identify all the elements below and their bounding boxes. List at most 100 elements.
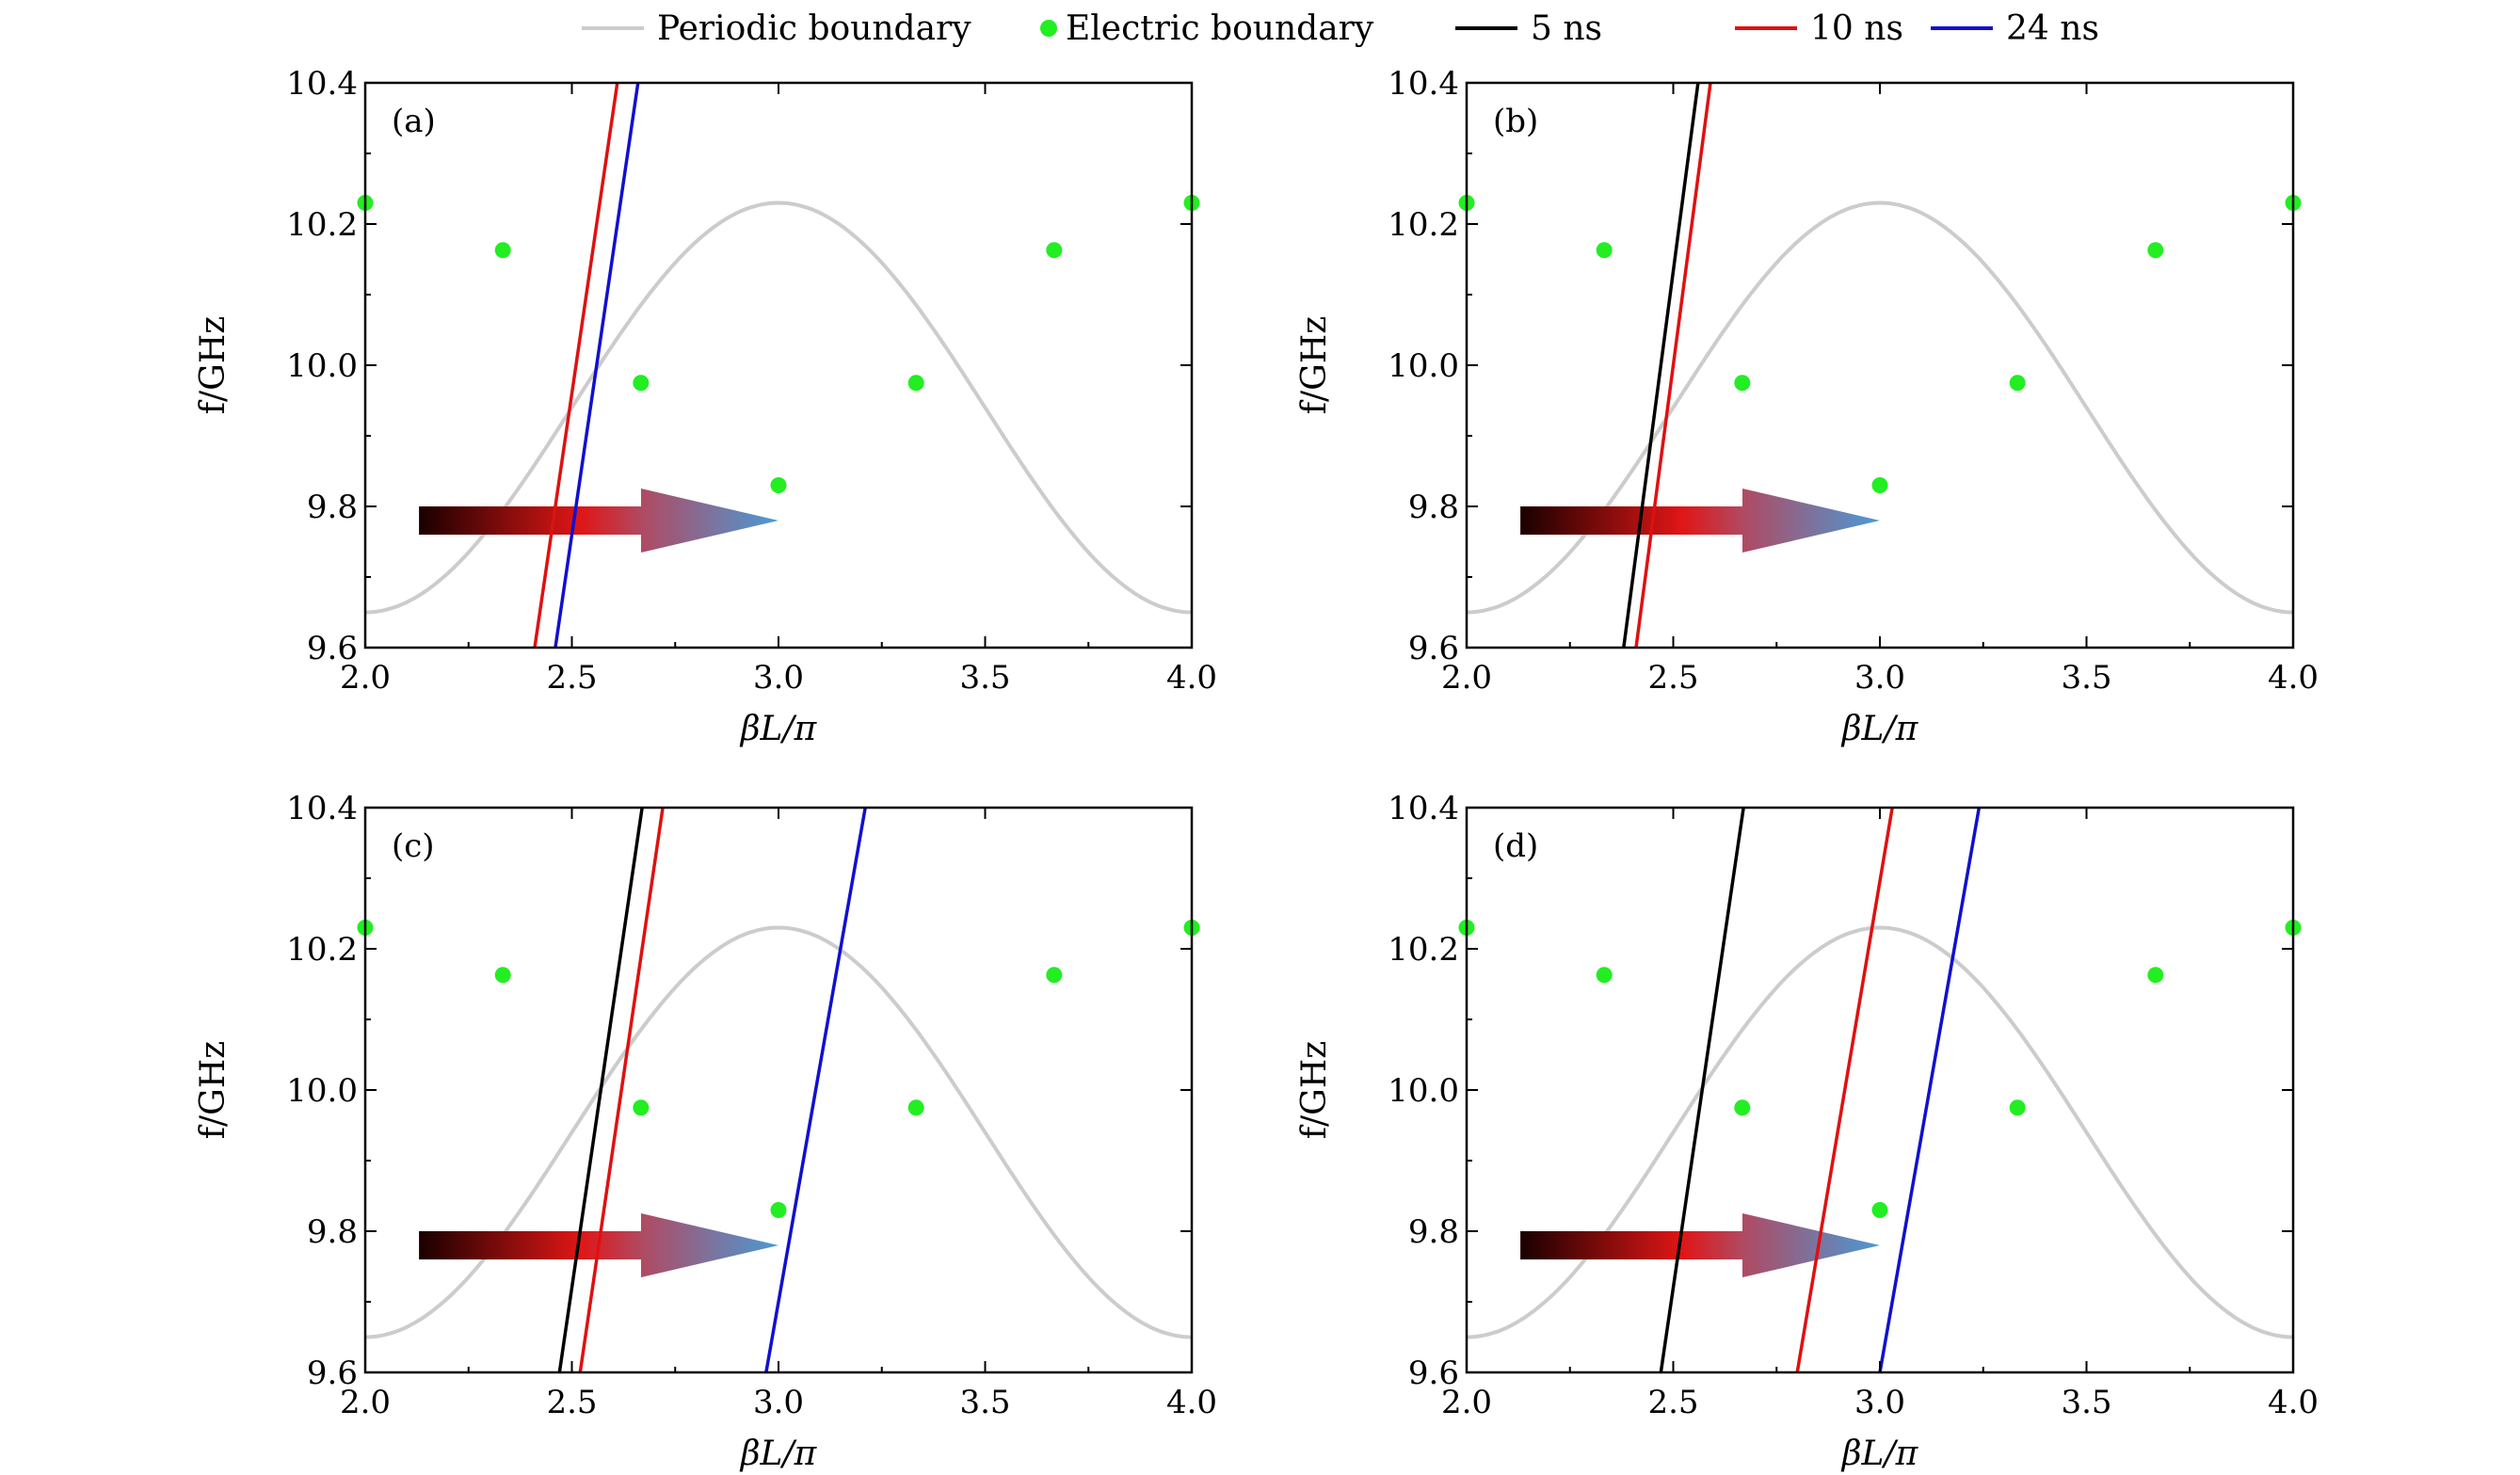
y-tick-label: 9.8 xyxy=(307,489,358,526)
x-tick-label: 2.0 xyxy=(340,1384,391,1421)
x-tick-label: 4.0 xyxy=(1166,1384,1217,1421)
electric-boundary-point xyxy=(1734,375,1751,392)
y-tick-label: 10.4 xyxy=(286,65,358,103)
electric-boundary-point xyxy=(2009,375,2026,392)
series-line-24-ns xyxy=(1878,808,1982,1372)
electric-boundary-point xyxy=(633,375,650,392)
electric-boundary-point xyxy=(1046,242,1063,259)
plot-frame xyxy=(1465,81,2295,649)
plot-frame xyxy=(363,81,1194,649)
series-line-10-ns xyxy=(1634,83,1712,648)
y-tick-label: 10.4 xyxy=(1388,65,1459,103)
x-tick-label: 2.5 xyxy=(546,1384,597,1421)
series-line-24-ns xyxy=(764,808,867,1372)
y-tick-label: 9.6 xyxy=(1408,630,1459,667)
periodic-boundary-curve xyxy=(364,925,1193,1339)
periodic-boundary-curve xyxy=(1466,925,2294,1339)
x-tick-label: 2.5 xyxy=(1647,659,1698,697)
x-tick-label: 3.5 xyxy=(2061,1384,2111,1421)
panel-b: 2.0 2.5 3.0 3.5 4.0 9.6 9.8 10.0 10.2 10.4 βL/π f/G… xyxy=(1295,65,2319,748)
y-axis-title: f/GHz xyxy=(194,1041,233,1140)
x-tick-label: 3.0 xyxy=(1854,659,1905,697)
wave-direction-arrow xyxy=(419,489,778,553)
x-tick-label: 4.0 xyxy=(2268,1384,2319,1421)
x-axis-title: βL/π xyxy=(739,1435,818,1473)
panel-d: 2.0 2.5 3.0 3.5 4.0 9.6 9.8 10.0 10.2 10.4 βL/π f/G… xyxy=(1295,790,2319,1473)
x-tick-label: 3.0 xyxy=(1854,1384,1905,1421)
electric-boundary-point xyxy=(770,1202,787,1218)
y-tick-label: 10.2 xyxy=(1388,206,1459,244)
x-tick-label: 2.0 xyxy=(340,659,391,697)
x-tick-label: 2.5 xyxy=(1647,1384,1698,1421)
legend: Periodic boundary Electric boundary 5 ns 10… xyxy=(582,9,2099,48)
legend-item: Electric boundary xyxy=(1040,9,1374,48)
y-tick-label: 10.0 xyxy=(1388,347,1459,385)
y-tick-label: 10.2 xyxy=(1388,931,1459,969)
y-tick-label: 9.8 xyxy=(307,1213,358,1251)
x-tick-label: 2.0 xyxy=(1441,1384,1492,1421)
y-tick-label: 9.6 xyxy=(1408,1355,1459,1392)
electric-boundary-point xyxy=(1871,477,1888,493)
electric-boundary-point xyxy=(1596,967,1613,984)
x-tick-label: 4.0 xyxy=(2268,659,2319,697)
y-axis-title: f/GHz xyxy=(1295,316,1334,415)
y-tick-label: 10.2 xyxy=(286,206,358,244)
electric-boundary-point xyxy=(1871,1202,1888,1218)
y-tick-label: 10.0 xyxy=(286,1072,358,1110)
x-axis-title: βL/π xyxy=(1840,1435,1919,1473)
legend-label: 10 ns xyxy=(1810,9,1903,48)
x-tick-label: 2.0 xyxy=(1441,659,1492,697)
electric-boundary-point xyxy=(907,1099,924,1116)
legend-marker xyxy=(1040,20,1057,37)
y-tick-label: 10.2 xyxy=(286,931,358,969)
y-tick-label: 9.8 xyxy=(1408,1213,1459,1251)
panel-label: (a) xyxy=(392,103,436,140)
panels: 2.0 2.5 3.0 3.5 4.0 9.6 9.8 10.0 10.2 10.4 βL/π f/G… xyxy=(194,65,2319,1473)
electric-boundary-point xyxy=(494,242,511,259)
series-line-10-ns xyxy=(533,83,619,648)
series-line-5-ns xyxy=(557,808,644,1372)
electric-boundary-point xyxy=(633,1099,650,1116)
panel-label: (c) xyxy=(392,827,435,865)
electric-boundary-point xyxy=(770,477,787,493)
x-tick-label: 3.5 xyxy=(2061,659,2111,697)
electric-boundary-point xyxy=(1734,1099,1751,1116)
x-tick-label: 3.5 xyxy=(959,659,1010,697)
legend-label: 5 ns xyxy=(1531,9,1602,48)
legend-item: 5 ns xyxy=(1455,9,1602,48)
legend-item: Periodic boundary xyxy=(582,9,971,48)
panel-label: (b) xyxy=(1493,103,1538,140)
periodic-boundary-curve xyxy=(1466,200,2294,615)
wave-direction-arrow xyxy=(1520,1213,1880,1277)
y-axis-title: f/GHz xyxy=(1295,1041,1334,1140)
electric-boundary-point xyxy=(2009,1099,2026,1116)
series-line-24-ns xyxy=(554,83,640,648)
x-axis-title: βL/π xyxy=(739,710,818,748)
legend-label: 24 ns xyxy=(2006,9,2099,48)
electric-boundary-point xyxy=(2147,242,2164,259)
periodic-boundary-curve xyxy=(364,200,1193,615)
series-line-10-ns xyxy=(578,808,665,1372)
x-tick-label: 3.0 xyxy=(753,1384,804,1421)
y-tick-label: 9.6 xyxy=(307,1355,358,1392)
panel-c: 2.0 2.5 3.0 3.5 4.0 9.6 9.8 10.0 10.2 10.4 βL/π f/G… xyxy=(194,790,1217,1473)
x-tick-label: 3.5 xyxy=(959,1384,1010,1421)
panel-label: (d) xyxy=(1493,827,1538,865)
x-tick-label: 2.5 xyxy=(546,659,597,697)
plot-frame xyxy=(1465,806,2295,1374)
electric-boundary-point xyxy=(1596,242,1613,259)
series-line-5-ns xyxy=(1622,83,1700,648)
electric-boundary-point xyxy=(494,967,511,984)
y-tick-label: 10.0 xyxy=(1388,1072,1459,1110)
series-line-5-ns xyxy=(1659,808,1745,1372)
y-axis-title: f/GHz xyxy=(194,316,233,415)
y-tick-label: 10.0 xyxy=(286,347,358,385)
electric-boundary-point xyxy=(2147,967,2164,984)
y-tick-label: 10.4 xyxy=(286,790,358,827)
series-line-10-ns xyxy=(1795,808,1894,1372)
legend-item: 24 ns xyxy=(1931,9,2099,48)
x-tick-label: 4.0 xyxy=(1166,659,1217,697)
x-axis-title: βL/π xyxy=(1840,710,1919,748)
y-tick-label: 10.4 xyxy=(1388,790,1459,827)
legend-label: Electric boundary xyxy=(1066,9,1374,48)
